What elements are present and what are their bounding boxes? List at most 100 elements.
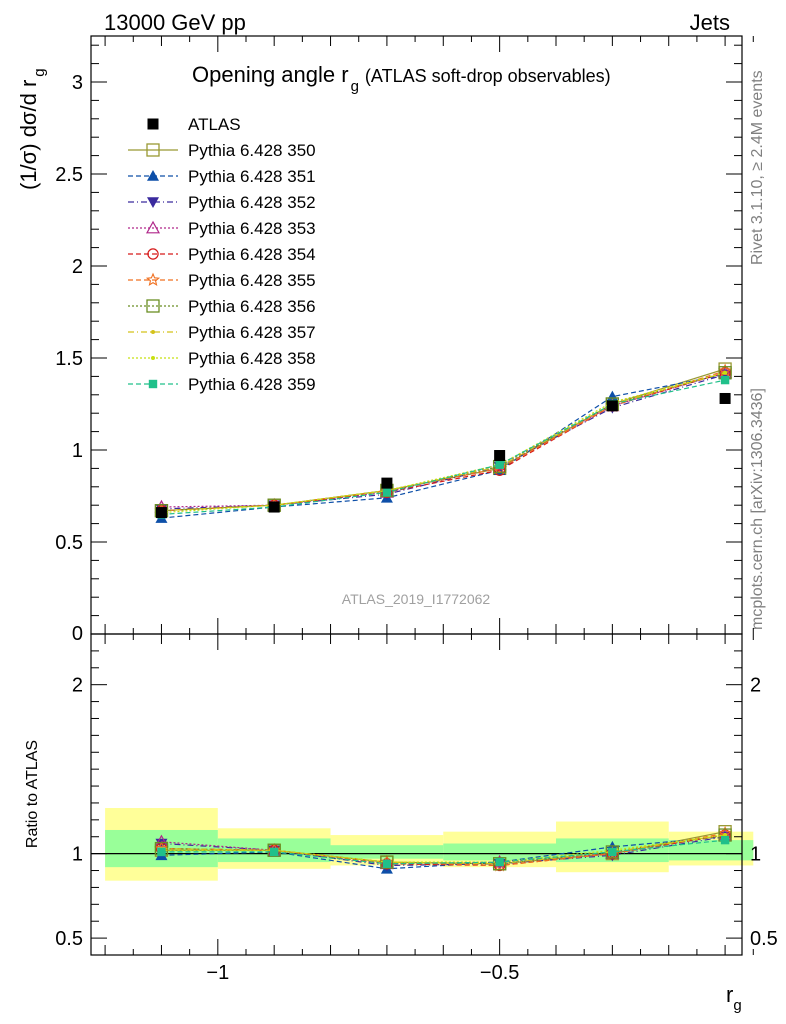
legend-label: Pythia 6.428 355 xyxy=(188,271,316,290)
point-marker xyxy=(720,835,730,845)
x-label-text: r xyxy=(726,982,733,1007)
plot-title: Opening angle r g (ATLAS soft-drop observa… xyxy=(192,62,611,95)
data-point xyxy=(145,272,161,287)
point-marker xyxy=(720,375,730,385)
point-marker xyxy=(146,299,160,313)
data-point xyxy=(720,375,730,385)
point-marker xyxy=(147,248,159,260)
point-marker xyxy=(381,477,393,489)
point-marker xyxy=(492,857,507,871)
legend-label: Pythia 6.428 350 xyxy=(188,141,316,160)
title-sub: g xyxy=(351,78,359,95)
data-point xyxy=(151,356,155,360)
y-tick-label: 1.5 xyxy=(55,348,83,370)
main-y-label-text: (1/σ) dσ/d r xyxy=(16,80,41,190)
point-marker xyxy=(495,857,504,867)
series-line xyxy=(161,372,726,512)
data-point xyxy=(146,299,160,313)
data-point xyxy=(720,835,730,845)
point-marker xyxy=(268,501,280,513)
legend-label: Pythia 6.428 357 xyxy=(188,323,316,342)
point-marker xyxy=(145,220,161,234)
data-point xyxy=(382,488,392,497)
mcplots-label: mcplots.cern.ch [arXiv:1306.3436] xyxy=(749,388,766,630)
series-line xyxy=(161,379,726,515)
data-point xyxy=(719,392,731,404)
data-point xyxy=(268,501,280,513)
data-point xyxy=(147,118,159,130)
data-point xyxy=(494,450,506,462)
data-point xyxy=(381,477,393,489)
data-point xyxy=(147,197,159,208)
legend-label: Pythia 6.428 353 xyxy=(188,219,316,238)
y-tick-label: 0.5 xyxy=(55,532,83,554)
point-marker xyxy=(147,118,159,130)
ratio-series-pythia-6-428-359 xyxy=(157,835,730,868)
data-point xyxy=(146,143,160,157)
header-left-label: 13000 GeV pp xyxy=(104,10,246,35)
ratio-y-tick-label-right: 0.5 xyxy=(750,928,778,950)
point-marker xyxy=(723,370,728,375)
data-point xyxy=(492,460,507,475)
x-tick-label: −1 xyxy=(206,962,229,984)
series-line xyxy=(161,834,726,867)
legend-entry: Pythia 6.428 357 xyxy=(128,323,316,342)
data-point xyxy=(148,379,158,389)
legend: ATLAS Pythia 6.428 350 Pythia 6.428 351 Pyt… xyxy=(128,115,316,394)
y-tick-label: 2.5 xyxy=(55,164,83,186)
point-marker xyxy=(606,400,618,412)
ratio-y-tick-label: 1 xyxy=(72,844,83,866)
point-marker xyxy=(719,392,731,404)
legend-label: Pythia 6.428 354 xyxy=(188,245,316,264)
data-point xyxy=(606,400,618,412)
title-text: Opening angle r xyxy=(192,62,349,87)
uncertainty-band-inner xyxy=(668,840,754,861)
point-marker xyxy=(494,450,506,462)
series-line xyxy=(161,372,726,514)
data-point xyxy=(269,847,279,857)
point-marker xyxy=(147,170,159,181)
uncertainty-band-inner xyxy=(443,843,556,861)
data-point xyxy=(606,390,619,402)
ratio-y-tick-label: 2 xyxy=(72,675,83,697)
main-panel: 0.5 1 1.5 2 2.5 3 0 xyxy=(55,35,754,645)
svg-text:(1/σ) dσ/d rg: (1/σ) dσ/d r g xyxy=(16,68,48,190)
series-line xyxy=(161,832,726,867)
legend-entry: Pythia 6.428 358 xyxy=(128,349,316,368)
legend-entry: Pythia 6.428 352 xyxy=(128,193,316,212)
legend-label: Pythia 6.428 356 xyxy=(188,297,316,316)
point-marker xyxy=(151,330,155,334)
data-point xyxy=(155,507,167,519)
legend-label: Pythia 6.428 352 xyxy=(188,193,316,212)
point-marker xyxy=(151,356,155,360)
ratio-y-tick-label-right: 2 xyxy=(750,675,761,697)
point-marker xyxy=(157,847,166,857)
uncertainty-band-inner xyxy=(330,845,444,859)
legend-label: ATLAS xyxy=(188,115,241,134)
ratio-y-axis-label: Ratio to ATLAS xyxy=(24,740,41,848)
series-line xyxy=(161,374,726,519)
series-line xyxy=(161,836,726,870)
main-y-axis-label: (1/σ) dσ/d r g xyxy=(16,68,48,190)
point-marker xyxy=(155,507,167,519)
point-marker xyxy=(382,859,392,868)
analysis-id-label: ATLAS_2019_I1772062 xyxy=(342,591,491,607)
series-atlas xyxy=(155,392,731,519)
legend-entry: Pythia 6.428 351 xyxy=(128,167,316,186)
data-point xyxy=(495,460,504,469)
x-tick-label: −0.5 xyxy=(480,962,519,984)
point-marker xyxy=(269,847,279,857)
svg-text:Opening angle rg(ATLAS soft-dr: Opening angle r g (ATLAS soft-drop observa… xyxy=(192,62,611,95)
data-point xyxy=(723,370,728,375)
legend-entry: Pythia 6.428 354 xyxy=(128,245,316,264)
point-marker xyxy=(495,460,504,469)
legend-entry: Pythia 6.428 350 xyxy=(128,141,316,160)
point-marker xyxy=(145,272,161,287)
data-point xyxy=(147,248,159,260)
ratio-y-tick-label: 0.5 xyxy=(55,928,83,950)
rivet-version-label: Rivet 3.1.10, ≥ 2.4M events xyxy=(749,70,766,265)
y-tick-label: 3 xyxy=(72,72,83,94)
ratio-plot-frame xyxy=(90,633,743,956)
data-point xyxy=(147,170,159,181)
